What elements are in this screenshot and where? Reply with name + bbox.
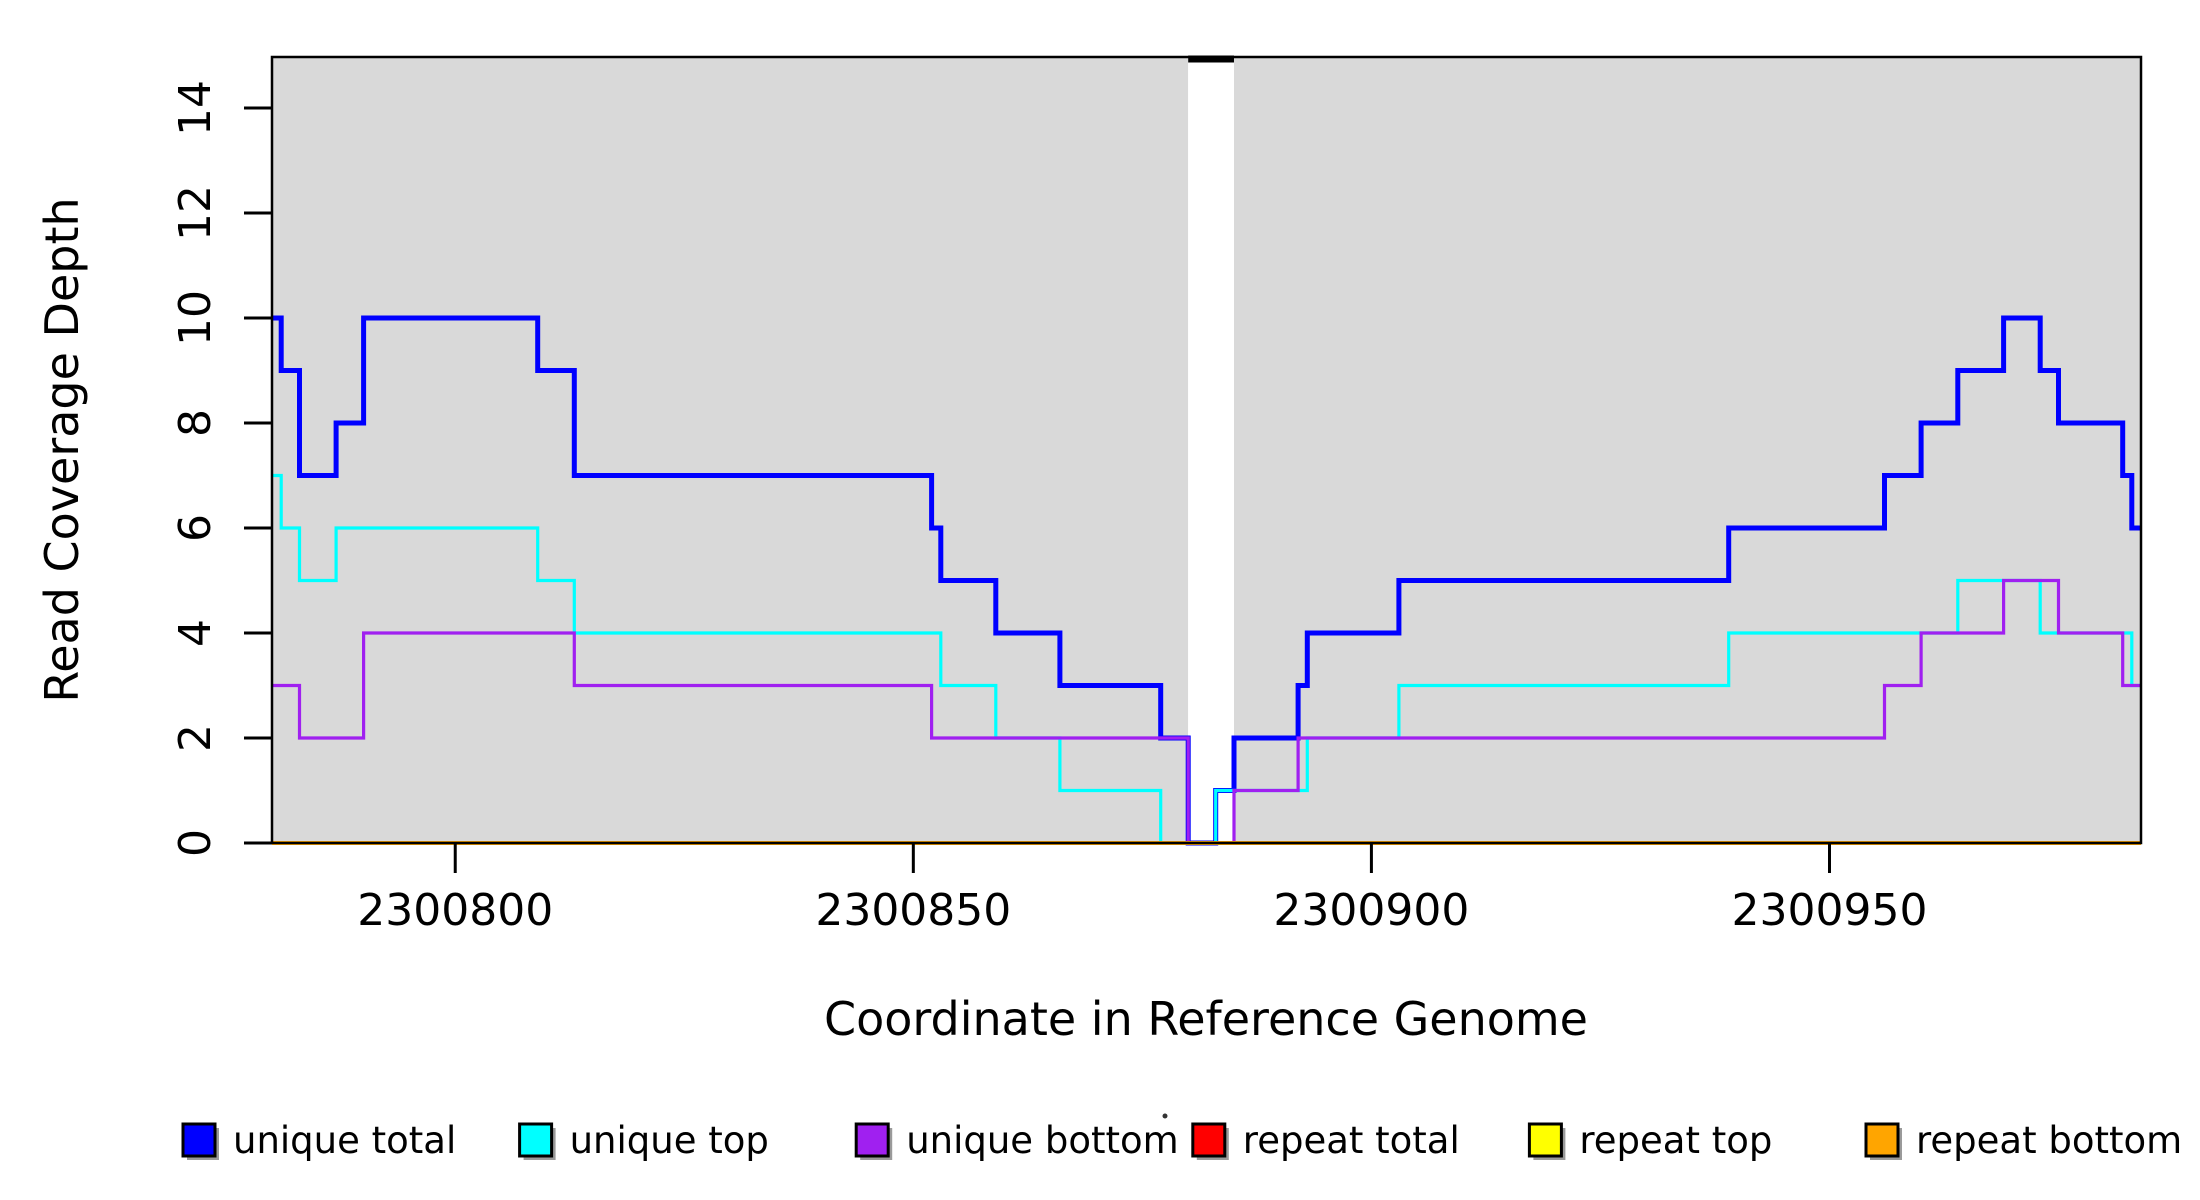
legend-label: unique top <box>570 1119 769 1162</box>
y-tick-label: 2 <box>170 724 221 752</box>
legend-item-unique-total: unique total <box>181 1119 456 1162</box>
legend-swatch <box>854 1122 890 1158</box>
axes-layer: 2300800 2300850 2300900 2300950 0 2 4 6 8 10 12 14 <box>170 80 1927 936</box>
legend-swatch <box>181 1122 217 1158</box>
y-tick-label: 10 <box>170 290 221 346</box>
y-tick-label: 14 <box>170 80 221 136</box>
legend: unique total unique top unique bottom repea… <box>181 1113 2182 1162</box>
legend-swatch <box>518 1122 554 1158</box>
legend-item-unique-top: unique top <box>518 1119 769 1162</box>
legend-label: unique total <box>233 1119 456 1162</box>
legend-swatch <box>1864 1122 1900 1158</box>
legend-item-unique-bottom: unique bottom <box>854 1119 1179 1162</box>
y-tick-label: 6 <box>170 514 221 542</box>
legend-swatch <box>1527 1122 1563 1158</box>
legend-item-repeat-bottom: repeat bottom <box>1864 1119 2182 1162</box>
series-unique-top <box>272 473 2141 845</box>
y-tick-label: 4 <box>170 619 221 647</box>
y-tick-label: 0 <box>170 829 221 857</box>
legend-label: repeat top <box>1579 1119 1772 1162</box>
legend-label: repeat bottom <box>1916 1119 2182 1162</box>
legend-item-repeat-top: repeat top <box>1527 1119 1772 1162</box>
stray-dot <box>1162 1113 1168 1119</box>
x-axis-title: Coordinate in Reference Genome <box>824 992 1588 1046</box>
plot-background-left <box>272 57 1189 843</box>
y-axis-title: Read Coverage Depth <box>35 197 89 702</box>
legend-label: unique bottom <box>906 1119 1178 1162</box>
x-tick-label: 2300900 <box>1273 885 1469 936</box>
plot-background-right <box>1233 57 2141 843</box>
frame-layer <box>270 55 2143 845</box>
legend-swatch <box>1191 1122 1227 1158</box>
plot-background-layer <box>272 57 2141 843</box>
series-unique-bottom <box>272 578 2141 845</box>
legend-item-repeat-total: repeat total <box>1191 1119 1460 1162</box>
x-tick-label: 2300850 <box>815 885 1011 936</box>
coverage-gap <box>1188 57 1234 843</box>
x-tick-label: 2300950 <box>1732 885 1928 936</box>
legend-label: repeat total <box>1243 1119 1460 1162</box>
x-tick-label: 2300800 <box>357 885 553 936</box>
y-tick-label: 12 <box>170 185 221 241</box>
y-tick-label: 8 <box>170 409 221 437</box>
